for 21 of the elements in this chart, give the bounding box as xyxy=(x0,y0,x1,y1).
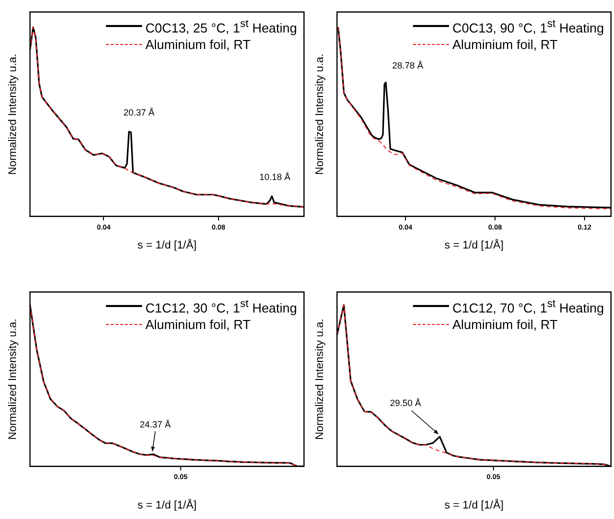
legend-label: C0C13, 90 °C, 1$^{st}$ Heating xyxy=(452,17,604,36)
legend-label: C1C12, 70 °C, 1$^{st}$ Heating xyxy=(452,297,604,316)
x-axis-title: s = 1/d [1/Å] xyxy=(137,238,197,252)
annotation: 24.37 Å xyxy=(140,419,171,430)
y-axis-title: Normalized Intensity u.a. xyxy=(7,318,20,440)
y-axis-title: Normalized Intensity u.a. xyxy=(314,318,326,440)
legend-label: Aluminium foil, RT xyxy=(145,316,251,334)
x-axis-title: s = 1/d [1/Å] xyxy=(137,498,197,512)
x-axis-title: s = 1/d [1/Å] xyxy=(444,498,504,512)
x-axis-title: s = 1/d [1/Å] xyxy=(444,238,504,252)
legend-label: Aluminium foil, RT xyxy=(452,316,558,334)
y-axis-title: Normalized Intensity u.a. xyxy=(314,54,326,175)
annotation: 28.78 Å xyxy=(392,60,424,70)
legend-label: C1C12, 30 °C, 1$^{st}$ Heating xyxy=(145,297,297,316)
y-axis-title: Normalized Intensity u.a. xyxy=(7,54,20,175)
legend-label: Aluminium foil, RT xyxy=(145,36,251,54)
annotation: 29.50 Å xyxy=(390,398,422,408)
annotation: 20.37 Å xyxy=(123,108,154,118)
legend-label: Aluminium foil, RT xyxy=(452,36,558,54)
legend-label: C0C13, 25 °C, 1$^{st}$ Heating xyxy=(145,17,297,36)
annotation: 10.18 Å xyxy=(259,172,290,182)
